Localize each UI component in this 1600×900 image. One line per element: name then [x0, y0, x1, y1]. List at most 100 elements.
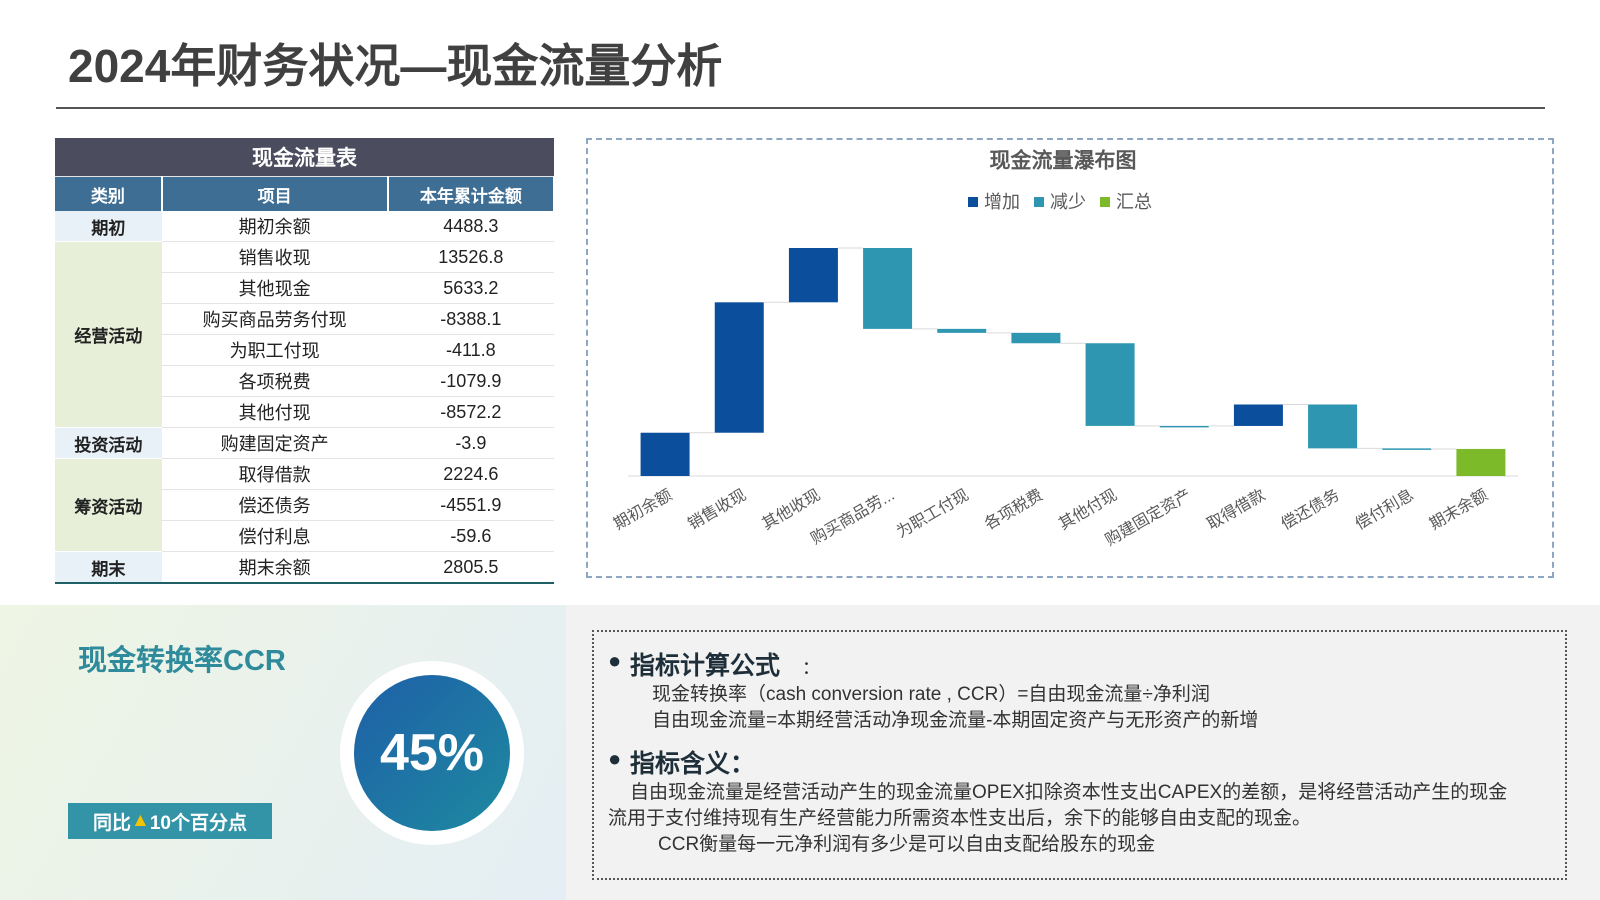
legend-label: 汇总	[1116, 192, 1152, 212]
item-cell: 购建固定资产	[161, 427, 388, 459]
x-tick-label: 其他收现	[759, 486, 823, 534]
amount-cell: -59.6	[387, 520, 554, 552]
amount-cell: -8572.2	[387, 396, 554, 428]
amount-cell: 2805.5	[387, 551, 554, 584]
category-cell: 期初	[55, 211, 162, 242]
table-row: 投资活动 购建固定资产 -3.9	[55, 427, 554, 459]
item-cell: 其他现金	[161, 272, 388, 304]
bar	[1159, 425, 1209, 428]
category-cell: 投资活动	[55, 427, 162, 459]
x-tick-label: 购买商品劳...	[808, 486, 898, 548]
x-tick-label: 偿还债务	[1278, 486, 1342, 534]
badge-prefix: 同比	[93, 812, 132, 834]
notes-box: 指标计算公式 ： 现金转换率（cash conversion rate , CCR…	[592, 630, 1567, 880]
formula-line: 现金转换率（cash conversion rate , CCR）=自由现金流量…	[652, 684, 1210, 705]
meaning-line: 自由现金流量是经营活动产生的现金流量OPEX扣除资本性支出CAPEX的差额，是将…	[608, 782, 1508, 829]
formula-line: 自由现金流量=本期经营活动净现金流量-本期固定资产与无形资产的新增	[652, 710, 1259, 731]
x-tick-label: 各项税费	[981, 486, 1045, 534]
waterfall-chart: 现金流量瀑布图 增加 减少 汇总期初余额 销售收现 其他收现购买商品劳...为职工付现各…	[610, 149, 1518, 549]
category-cell: 筹资活动	[55, 458, 162, 552]
chart-frame: 现金流量瀑布图 增加 减少 汇总期初余额 销售收现 其他收现 购买商品劳... 为职工付现各…	[586, 138, 1554, 578]
item-cell: 偿付利息	[161, 520, 388, 552]
legend-label: 减少	[1050, 192, 1086, 212]
bar	[1382, 448, 1432, 450]
bar	[788, 248, 838, 303]
item-cell: 偿还债务	[161, 489, 388, 521]
table-row: 其他付现 -8572.2	[55, 396, 554, 428]
bar	[1456, 448, 1506, 476]
bar	[937, 328, 987, 333]
item-cell: 为职工付现	[161, 334, 388, 366]
table-row: 为职工付现 -411.8	[55, 334, 554, 366]
x-tick-label: 取得借款	[1204, 486, 1268, 534]
notes-panel: 指标计算公式 ： 现金转换率（cash conversion rate , CCR…	[566, 605, 1600, 900]
formula-heading: 指标计算公式 ：	[608, 646, 1565, 682]
table-row: 购买商品劳务付现 -8388.1	[55, 303, 554, 335]
x-tick-label: 期初余额	[610, 485, 675, 533]
item-cell: 购买商品劳务付现	[161, 303, 388, 335]
x-tick-label: 期末余额	[1426, 485, 1491, 533]
meaning-heading: 指标含义：	[608, 744, 1565, 780]
x-tick-label: 为职工付现	[893, 486, 971, 542]
amount-cell: 2224.6	[387, 458, 554, 490]
table-row: 期初 期初余额 4488.3	[55, 211, 554, 242]
category-cell: 经营活动	[55, 241, 162, 428]
column-header: 项目	[161, 176, 389, 211]
x-tick-label: 销售收现	[685, 486, 749, 534]
bar	[1085, 343, 1135, 426]
amount-cell: 13526.8	[387, 241, 554, 273]
table-title: 现金流量表	[55, 138, 554, 177]
category-cell: 期末	[55, 551, 162, 584]
column-header: 类别	[55, 176, 163, 211]
amount-cell: -1079.9	[387, 365, 554, 397]
ccr-title: 现金转换率CCR	[78, 645, 286, 677]
header-row: 类别 项目 本年累计金额	[55, 176, 556, 211]
heading-colon: ：	[802, 658, 821, 678]
legend-label: 增加	[984, 192, 1020, 212]
meaning-line: CCR衡量每一元净利润有多少是可以自由支配给股东的现金	[658, 834, 1156, 855]
table-row: 各项税费 -1079.9	[55, 365, 554, 397]
ccr-ring: 45%	[340, 661, 524, 845]
title-rule	[56, 107, 1545, 109]
heading-text: 指标计算公式	[630, 652, 781, 680]
amount-cell: 5633.2	[387, 272, 554, 304]
amount-cell: -411.8	[387, 334, 554, 366]
amount-cell: -4551.9	[387, 489, 554, 521]
table-row: 偿付利息 -59.6	[55, 520, 554, 552]
item-cell: 其他付现	[161, 396, 388, 428]
bar	[863, 248, 913, 329]
ccr-badge: 同比 ▲ 10个百分点	[68, 803, 272, 839]
column-header: 本年累计金额	[387, 176, 556, 211]
bar	[640, 432, 690, 476]
bar	[714, 302, 764, 433]
ccr-panel: 现金转换率CCR 45% 同比 ▲ 10个百分点	[0, 605, 566, 900]
item-cell: 销售收现	[161, 241, 388, 273]
badge-text: 10个百分点	[149, 812, 247, 834]
chart-title: 现金流量瀑布图	[990, 149, 1137, 173]
cash-flow-table: 现金流量表 类别 项目 本年累计金额 期初 期初余额 4488.3 经营活动 销售收现 135…	[55, 138, 556, 584]
item-cell: 取得借款	[161, 458, 388, 490]
amount-cell: 4488.3	[387, 211, 554, 242]
page-title: 2024年财务状况—现金流量分析	[68, 40, 723, 92]
bar	[1308, 404, 1358, 449]
amount-cell: -3.9	[387, 427, 554, 459]
bar	[1011, 332, 1061, 344]
item-cell: 期初余额	[161, 211, 388, 242]
table-row: 其他现金 5633.2	[55, 272, 554, 304]
amount-cell: -8388.1	[387, 303, 554, 335]
table-row: 筹资活动 取得借款 2224.6	[55, 458, 554, 552]
item-cell: 期末余额	[161, 551, 388, 584]
legend-swatch	[1034, 197, 1044, 207]
table-row: 偿还债务 -4551.9	[55, 489, 554, 521]
legend-swatch	[968, 197, 978, 207]
ccr-value: 45%	[354, 675, 510, 831]
table-row: 期末 期末余额 2805.5	[55, 551, 554, 584]
item-cell: 各项税费	[161, 365, 388, 397]
legend-swatch	[1100, 197, 1110, 207]
table-row: 经营活动 销售收现 13526.8	[55, 241, 554, 428]
bar	[1233, 404, 1283, 426]
x-tick-label: 偿付利息	[1352, 486, 1416, 534]
badge-arrow: ▲	[131, 810, 150, 831]
x-tick-label: 其他付现	[1056, 486, 1120, 534]
